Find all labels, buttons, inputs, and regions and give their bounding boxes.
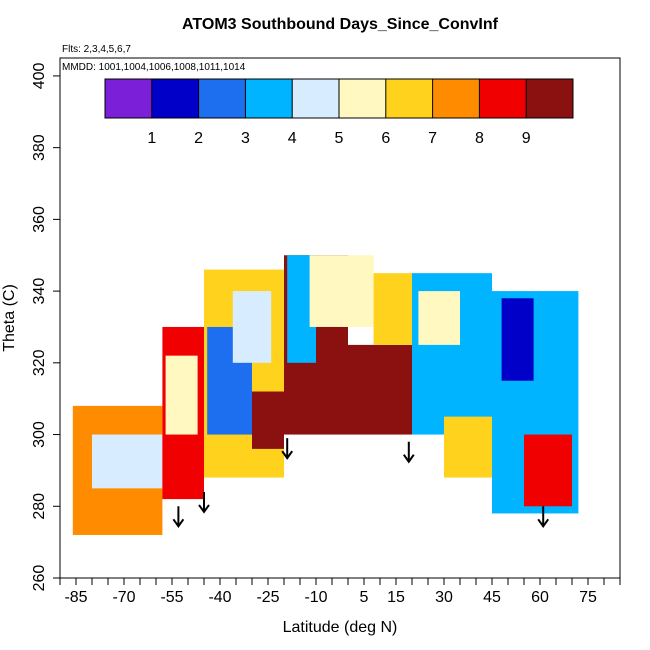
x-tick-label: 45 bbox=[483, 589, 501, 606]
x-tick-label: -10 bbox=[304, 589, 327, 606]
x-tick-label: 60 bbox=[531, 589, 549, 606]
colorbar-tick-label: 6 bbox=[381, 130, 390, 147]
y-tick-label: 340 bbox=[31, 278, 48, 305]
colorbar-swatch bbox=[479, 79, 527, 118]
colorbar-swatch bbox=[292, 79, 340, 118]
colorbar-swatch bbox=[105, 79, 153, 118]
x-tick-label: -70 bbox=[112, 589, 135, 606]
data-region bbox=[165, 355, 198, 435]
colorbar-tick-label: 7 bbox=[428, 130, 437, 147]
x-axis: -85 -70 -55 -40 -25 -10 5 15 30 45 60 75 bbox=[59, 578, 621, 606]
data-region bbox=[524, 434, 572, 507]
colorbar: 1 2 3 4 5 6 7 8 9 bbox=[104, 78, 574, 147]
colorbar-tick-label: 9 bbox=[522, 130, 531, 147]
data-region bbox=[418, 291, 460, 345]
y-tick-label: 360 bbox=[31, 206, 48, 233]
arrow-marker bbox=[402, 441, 415, 464]
x-axis-label: Latitude (deg N) bbox=[283, 619, 398, 636]
y-tick-label: 280 bbox=[31, 493, 48, 520]
y-tick-label: 380 bbox=[31, 134, 48, 161]
arrow-marker bbox=[281, 438, 294, 460]
data-region bbox=[348, 344, 412, 435]
x-tick-label: 5 bbox=[360, 589, 369, 606]
x-tick-label: -85 bbox=[64, 589, 87, 606]
colorbar-tick-label: 8 bbox=[475, 130, 484, 147]
y-axis: 260 280 300 320 340 360 380 400 bbox=[31, 62, 60, 591]
flights-annotation: Flts: 2,3,4,5,6,7 bbox=[62, 44, 131, 55]
colorbar-swatch bbox=[432, 79, 480, 118]
chart-title: ATOM3 Southbound Days_Since_ConvInf bbox=[182, 16, 498, 33]
data-regions bbox=[72, 255, 579, 535]
data-region bbox=[373, 273, 419, 345]
colorbar-tick-label: 5 bbox=[335, 130, 344, 147]
arrow-marker bbox=[537, 506, 550, 528]
x-tick-label: 15 bbox=[387, 589, 405, 606]
data-region bbox=[309, 255, 374, 327]
x-tick-label: -25 bbox=[256, 589, 279, 606]
colorbar-swatch bbox=[526, 79, 574, 118]
colorbar-swatch bbox=[245, 79, 293, 118]
colorbar-swatch bbox=[198, 79, 246, 118]
data-region bbox=[444, 416, 492, 478]
y-tick-label: 260 bbox=[31, 565, 48, 592]
colorbar-tick-label: 3 bbox=[241, 130, 250, 147]
plot-frame bbox=[59, 57, 621, 579]
y-tick-label: 400 bbox=[31, 62, 48, 89]
data-region bbox=[252, 391, 284, 449]
x-tick-label: 75 bbox=[579, 589, 597, 606]
mmdd-annotation: MMDD: 1001,1004,1006,1008,1011,1014 bbox=[62, 62, 246, 73]
y-tick-label: 320 bbox=[31, 349, 48, 376]
colorbar-swatch bbox=[339, 79, 387, 118]
colorbar-tick-label: 1 bbox=[147, 130, 156, 147]
arrow-marker bbox=[172, 506, 185, 528]
arrow-markers bbox=[172, 438, 550, 528]
x-tick-label: -55 bbox=[160, 589, 183, 606]
colorbar-swatch bbox=[151, 79, 200, 118]
x-tick-label: -40 bbox=[208, 589, 231, 606]
data-region bbox=[232, 291, 272, 363]
colorbar-tick-label: 4 bbox=[288, 130, 297, 147]
arrow-marker bbox=[198, 491, 210, 514]
colorbar-tick-label: 2 bbox=[194, 130, 203, 147]
data-region bbox=[501, 298, 534, 381]
colorbar-swatch bbox=[385, 79, 434, 118]
y-axis-label: Theta (C) bbox=[1, 284, 18, 352]
y-tick-label: 300 bbox=[31, 421, 48, 448]
data-region bbox=[92, 434, 163, 489]
x-tick-label: 30 bbox=[435, 589, 453, 606]
